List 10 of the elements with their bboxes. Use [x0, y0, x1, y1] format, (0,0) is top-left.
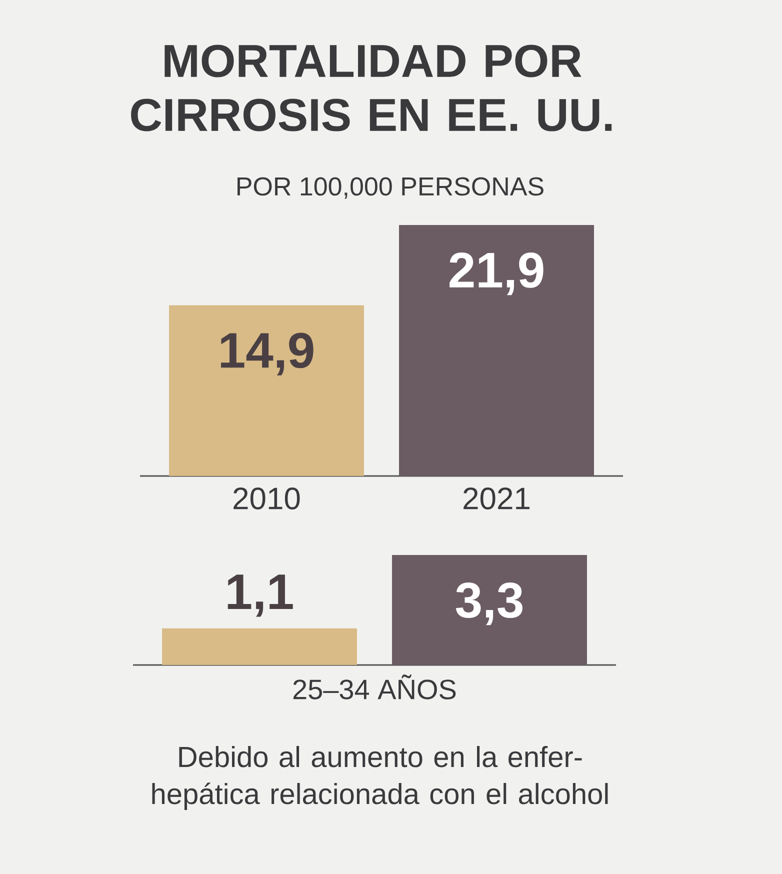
data-label: 3,3	[456, 582, 522, 626]
text: Debido al aumento en la enfer- hepática relacionada con el alcohol	[152, 746, 608, 810]
x-tick-label: 2021	[464, 488, 530, 510]
x-tick-label: 2010	[234, 488, 300, 510]
data-label: 21,9	[450, 252, 544, 296]
data-label: 1,1	[228, 574, 293, 617]
chart-title: MORTALIDAD POR CIRROSIS EN EE. UU.	[131, 44, 612, 132]
data-label: 14,9	[220, 332, 314, 376]
chart-subtitle: POR 100,000 PERSONAS	[238, 177, 544, 199]
x-axis-title: 25–34 AÑOS	[293, 674, 456, 700]
